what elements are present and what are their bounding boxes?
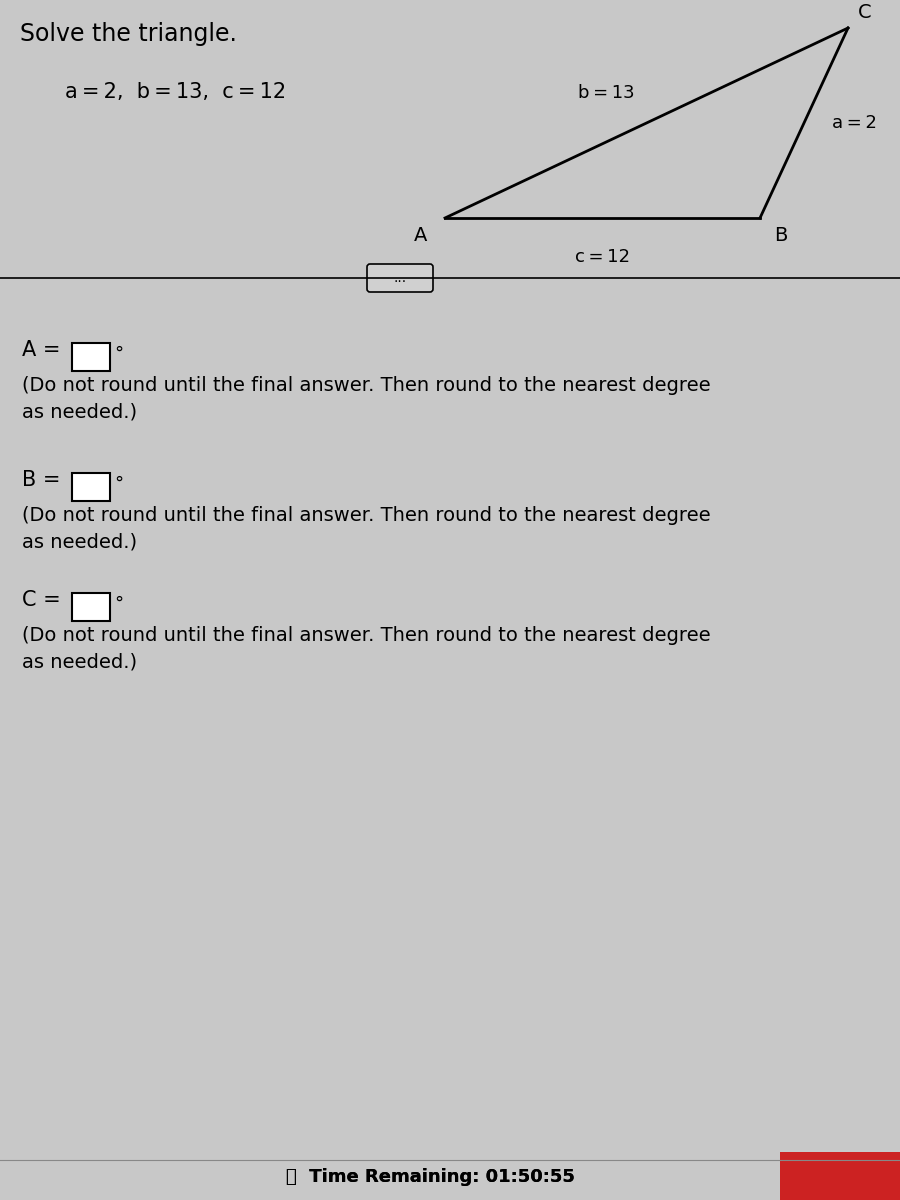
Text: °: ° [114,595,123,613]
Text: a = 2: a = 2 [832,114,877,132]
Text: (Do not round until the final answer. Then round to the nearest degree
as needed: (Do not round until the final answer. Th… [22,626,711,672]
Text: ...: ... [393,271,407,284]
Bar [72,593,110,622]
Text: A =: A = [22,340,60,360]
Bar [72,473,110,502]
Text: °: ° [114,346,123,362]
Bar [780,1152,900,1200]
Text: Solve the triangle.: Solve the triangle. [20,22,237,46]
Text: ⧖  Time Remaining: 01:50:55: ⧖ Time Remaining: 01:50:55 [285,1168,574,1186]
Text: C: C [858,2,871,22]
Text: C =: C = [22,590,61,610]
Text: c = 12: c = 12 [575,248,630,266]
FancyBboxPatch shape [367,264,433,292]
Text: (Do not round until the final answer. Then round to the nearest degree
as needed: (Do not round until the final answer. Th… [22,376,711,421]
Text: B =: B = [22,470,60,490]
Bar [72,343,110,371]
Text: b = 13: b = 13 [578,84,634,102]
Text: ⧖  Time Remaining: 01:50:55: ⧖ Time Remaining: 01:50:55 [285,1168,574,1186]
Text: B: B [774,226,788,245]
Text: a = 2,  b = 13,  c = 12: a = 2, b = 13, c = 12 [65,82,286,102]
Text: A: A [414,226,427,245]
Text: °: ° [114,475,123,493]
Text: (Do not round until the final answer. Then round to the nearest degree
as needed: (Do not round until the final answer. Th… [22,506,711,552]
